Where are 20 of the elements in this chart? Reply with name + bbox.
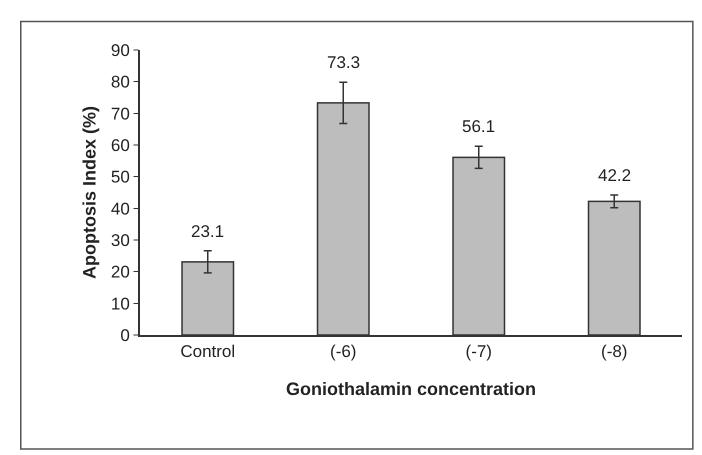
- y-tick-label: 60: [110, 136, 130, 155]
- y-tick-label: 0: [120, 326, 130, 345]
- y-axis-title: Apoptosis Index (%): [80, 106, 100, 280]
- y-tick-label: 80: [110, 72, 130, 92]
- data-label: 42.2: [598, 166, 632, 185]
- y-tick-label: 50: [110, 168, 130, 187]
- data-label: 73.3: [327, 53, 360, 72]
- y-tick-label: 20: [110, 262, 130, 282]
- x-tick-label: (-7): [466, 342, 492, 362]
- x-tick-label: (-6): [330, 342, 356, 362]
- data-label: 23.1: [191, 222, 224, 241]
- y-tick-label: 90: [110, 40, 130, 60]
- y-tick-label: 30: [110, 230, 130, 250]
- x-axis-title: Goniothalamin concentration: [286, 378, 536, 399]
- x-tick-label: Control: [180, 342, 236, 362]
- x-tick-label: (-8): [601, 342, 628, 362]
- y-tick-label: 10: [110, 294, 130, 314]
- y-tick-label: 70: [110, 104, 130, 124]
- y-tick-label: 40: [110, 199, 130, 218]
- data-label: 56.1: [462, 117, 496, 136]
